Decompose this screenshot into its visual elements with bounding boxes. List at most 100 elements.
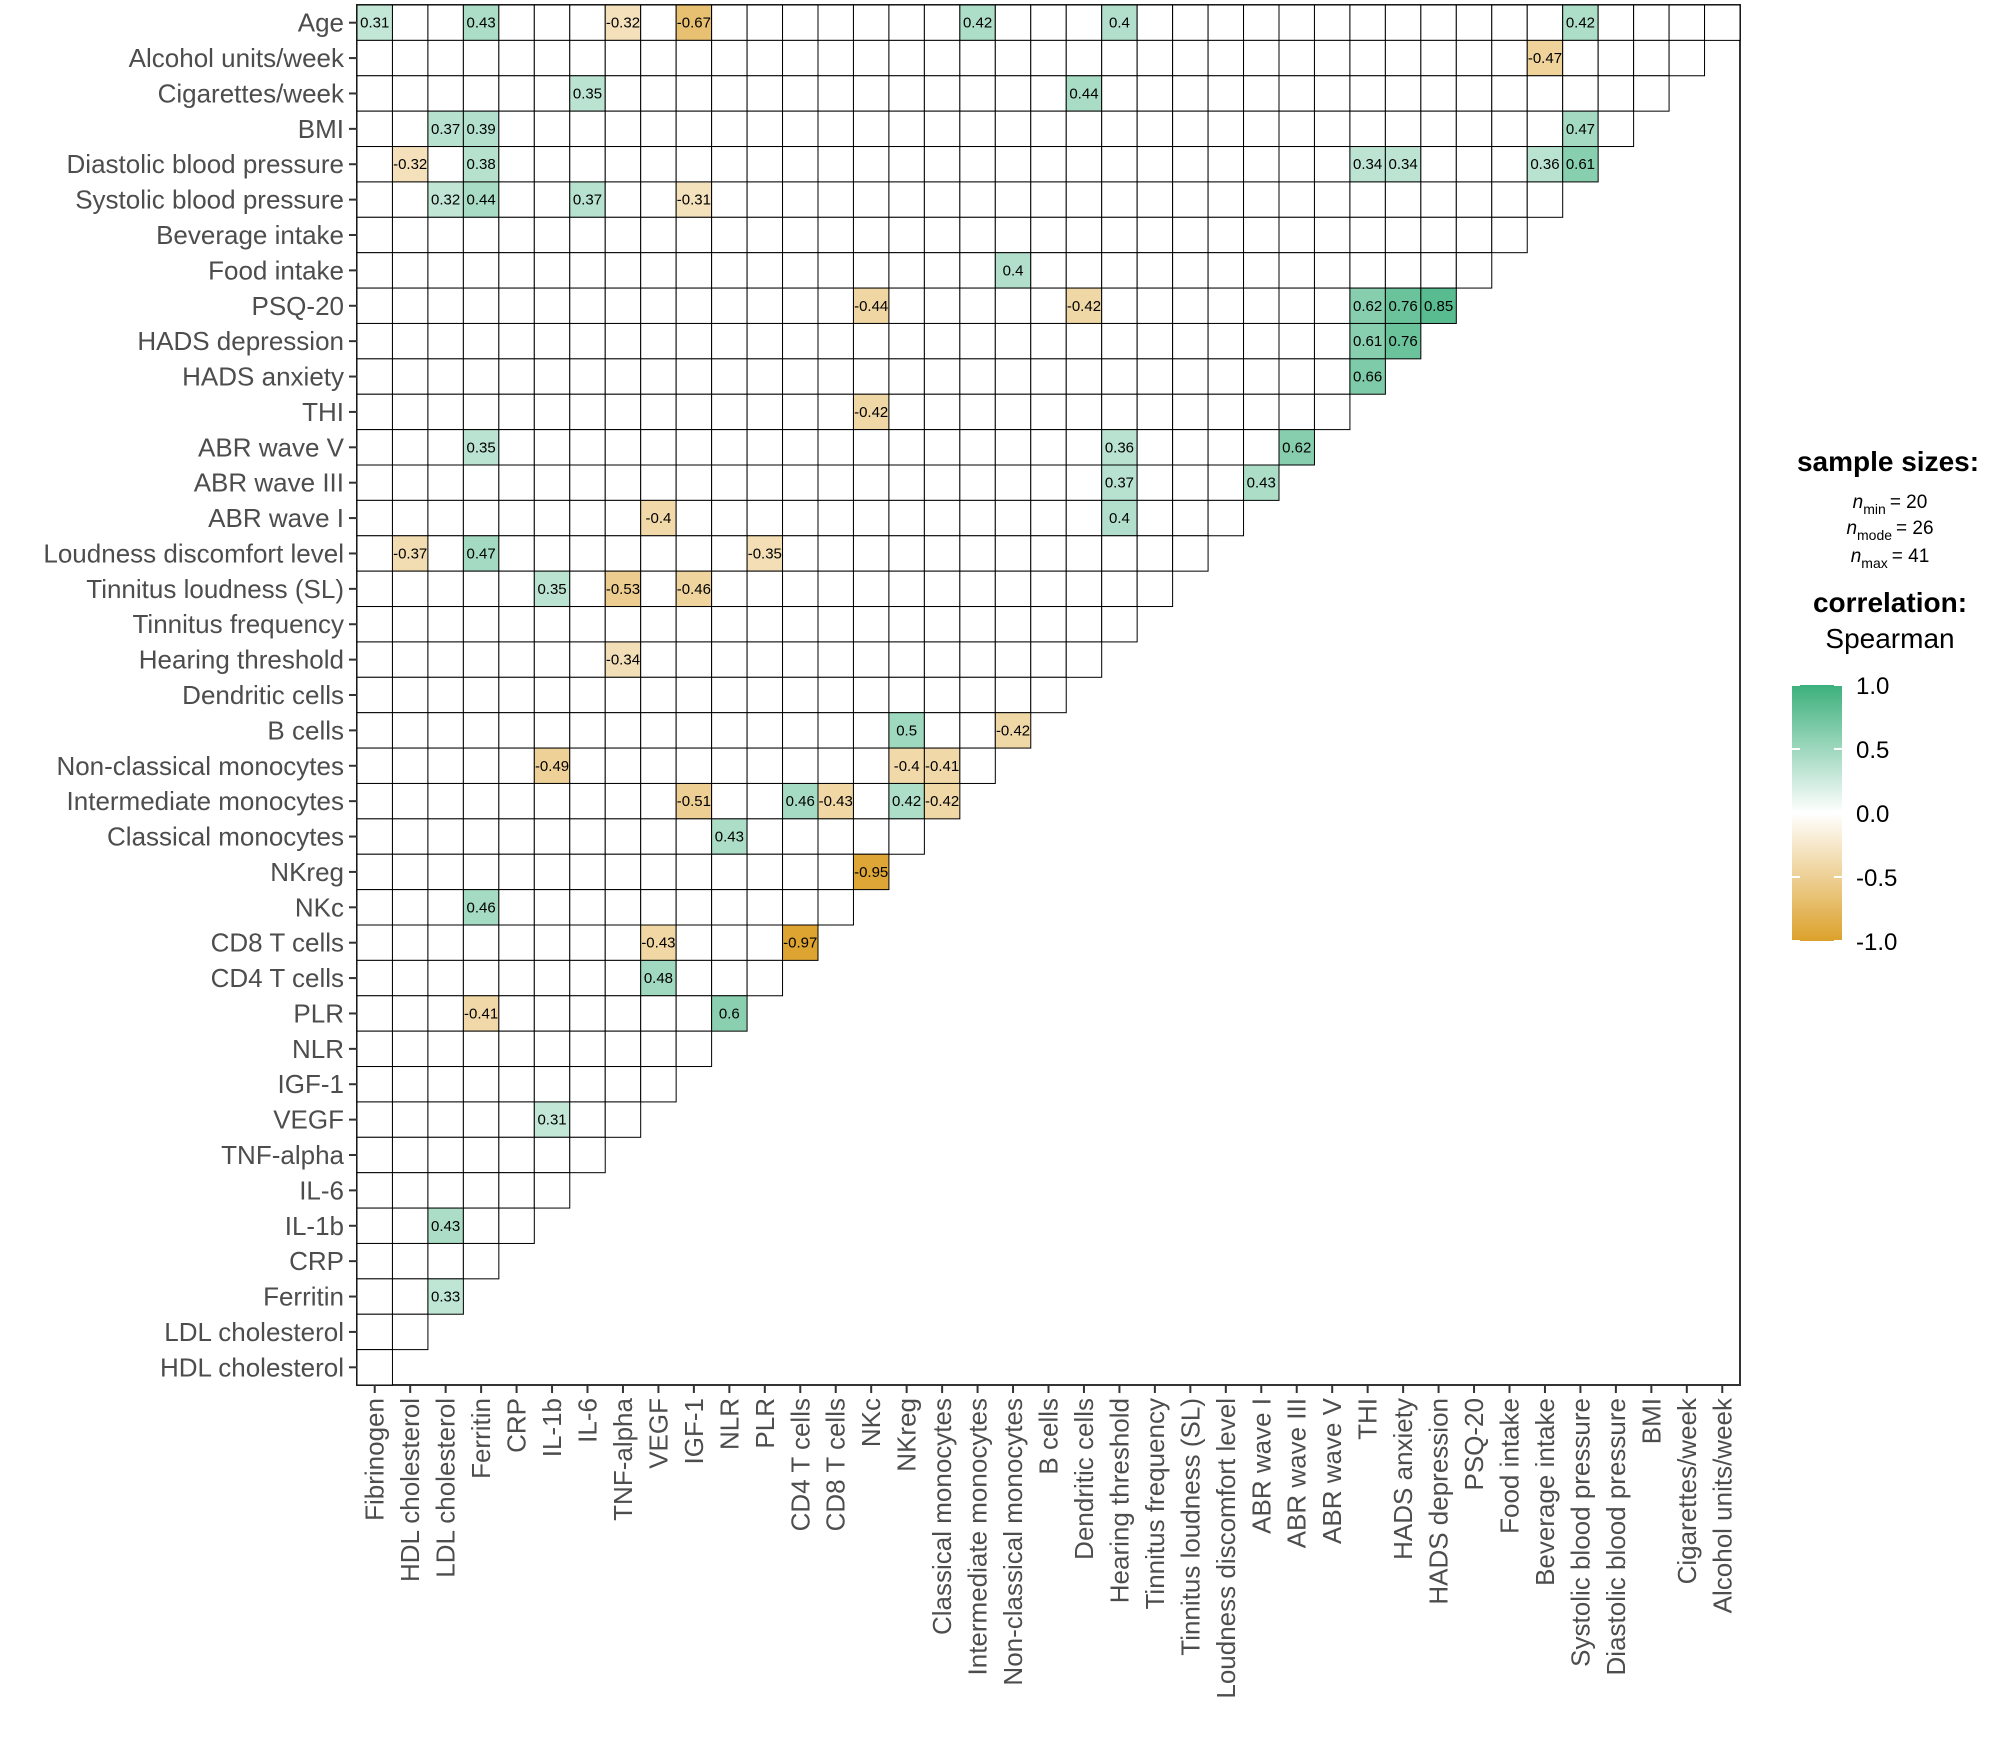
heatmap-cell <box>640 146 677 183</box>
heatmap-cell <box>498 287 535 324</box>
heatmap-cell <box>640 287 677 324</box>
x-axis-label: B cells <box>1034 1398 1064 1475</box>
heatmap-cell <box>675 995 713 1032</box>
heatmap-cell <box>391 1136 429 1174</box>
heatmap-cell <box>1313 4 1351 41</box>
heatmap-cell <box>462 146 500 183</box>
cell-value-label: 0.47 <box>467 545 496 562</box>
heatmap-cell <box>994 606 1032 643</box>
heatmap-cell <box>782 393 819 431</box>
y-axis-label: Dendritic cells <box>182 680 344 710</box>
heatmap-cell <box>533 747 571 784</box>
heatmap-cell <box>746 570 784 608</box>
heatmap-cell <box>1278 4 1315 41</box>
heatmap-cell <box>711 287 748 324</box>
y-axis-label: BMI <box>298 114 344 144</box>
heatmap-cell <box>959 676 996 714</box>
cell-value-label: 0.37 <box>431 121 460 138</box>
heatmap-cell <box>356 146 393 183</box>
cell-value-label: 0.42 <box>1566 15 1595 32</box>
heatmap-cell <box>1668 4 1706 41</box>
cell-value-label: 0.76 <box>1389 333 1418 350</box>
heatmap-cell <box>923 216 961 254</box>
heatmap-cell <box>427 393 464 431</box>
heatmap-cell <box>923 252 961 289</box>
heatmap-cell <box>746 146 784 183</box>
legend-tick-label: -0.5 <box>1856 865 1897 892</box>
heatmap-cell <box>923 535 961 572</box>
heatmap-cell <box>1101 39 1138 77</box>
heatmap-cell <box>994 252 1032 289</box>
heatmap-cell <box>391 4 429 41</box>
heatmap-cell <box>782 429 819 466</box>
legend-n-max: nmax = 41 <box>1851 546 1930 571</box>
heatmap-cell <box>1704 4 1741 41</box>
heatmap-cell <box>533 853 571 891</box>
cell-value-label: -0.43 <box>641 935 675 952</box>
heatmap-cell <box>888 535 925 572</box>
cell-value-label: -0.67 <box>677 15 711 32</box>
heatmap-cell <box>604 924 642 961</box>
cell-value-label: 0.5 <box>896 722 917 739</box>
cell-value-label: 0.4 <box>1109 15 1130 32</box>
heatmap-cell <box>675 853 713 891</box>
heatmap-cell <box>675 4 713 41</box>
heatmap-cell <box>640 995 677 1032</box>
heatmap-cell <box>604 322 642 360</box>
heatmap-cell <box>1136 4 1174 41</box>
heatmap-cell <box>569 464 606 501</box>
x-axis-label: HADS depression <box>1424 1398 1454 1605</box>
heatmap-cell <box>888 110 925 148</box>
heatmap-cell <box>852 146 890 183</box>
cell-value-label: -0.51 <box>677 793 711 810</box>
cell-value-label: -0.95 <box>854 864 888 881</box>
heatmap-cell <box>782 252 819 289</box>
x-axis-label: Tinnitus loudness (SL) <box>1175 1398 1205 1656</box>
heatmap-cell <box>1065 499 1103 537</box>
heatmap-cell <box>1633 39 1670 77</box>
heatmap-cell <box>356 995 393 1032</box>
heatmap-cell <box>1313 322 1351 360</box>
cell-value-label: 0.35 <box>537 581 566 598</box>
heatmap-cell <box>959 181 996 218</box>
heatmap-cell <box>356 676 393 714</box>
heatmap-cell <box>711 641 748 678</box>
x-axis-label: TNF-alpha <box>608 1397 638 1520</box>
heatmap-cell <box>1207 216 1245 254</box>
heatmap-cell <box>569 570 606 608</box>
x-axis-label: HADS anxiety <box>1388 1398 1418 1560</box>
heatmap-cell <box>1420 146 1457 183</box>
cell-value-label: 0.47 <box>1566 121 1595 138</box>
heatmap-cell <box>391 252 429 289</box>
heatmap-cell <box>356 889 393 926</box>
heatmap-cell <box>711 889 748 926</box>
heatmap-cell <box>569 393 606 431</box>
cell-value-label: -0.44 <box>854 298 888 315</box>
heatmap-cell <box>817 499 854 537</box>
x-axis-label: IGF-1 <box>679 1398 709 1464</box>
heatmap-cell <box>356 1242 393 1280</box>
heatmap-cell <box>640 782 677 820</box>
x-axis-label: ABR wave V <box>1317 1397 1347 1544</box>
cell-value-label: -0.42 <box>925 793 959 810</box>
heatmap-cell <box>1526 75 1564 112</box>
heatmap-cell <box>888 712 925 749</box>
heatmap-cell <box>498 4 535 41</box>
heatmap-cell <box>462 216 500 254</box>
heatmap-cell <box>888 818 925 855</box>
heatmap-cell <box>994 393 1032 431</box>
heatmap-cell <box>675 782 713 820</box>
heatmap-cell <box>782 641 819 678</box>
heatmap-cell <box>994 4 1032 41</box>
heatmap-cell <box>1136 110 1174 148</box>
heatmap-cell <box>427 747 464 784</box>
heatmap-cell <box>959 499 996 537</box>
x-axis-label: NLR <box>714 1398 744 1450</box>
heatmap-cell <box>852 216 890 254</box>
heatmap-cell <box>923 782 961 820</box>
heatmap-cell <box>1030 606 1067 643</box>
x-axis-label: BMI <box>1636 1398 1666 1444</box>
heatmap-cell <box>569 747 606 784</box>
heatmap-cell <box>1172 464 1209 501</box>
heatmap-cell <box>711 747 748 784</box>
